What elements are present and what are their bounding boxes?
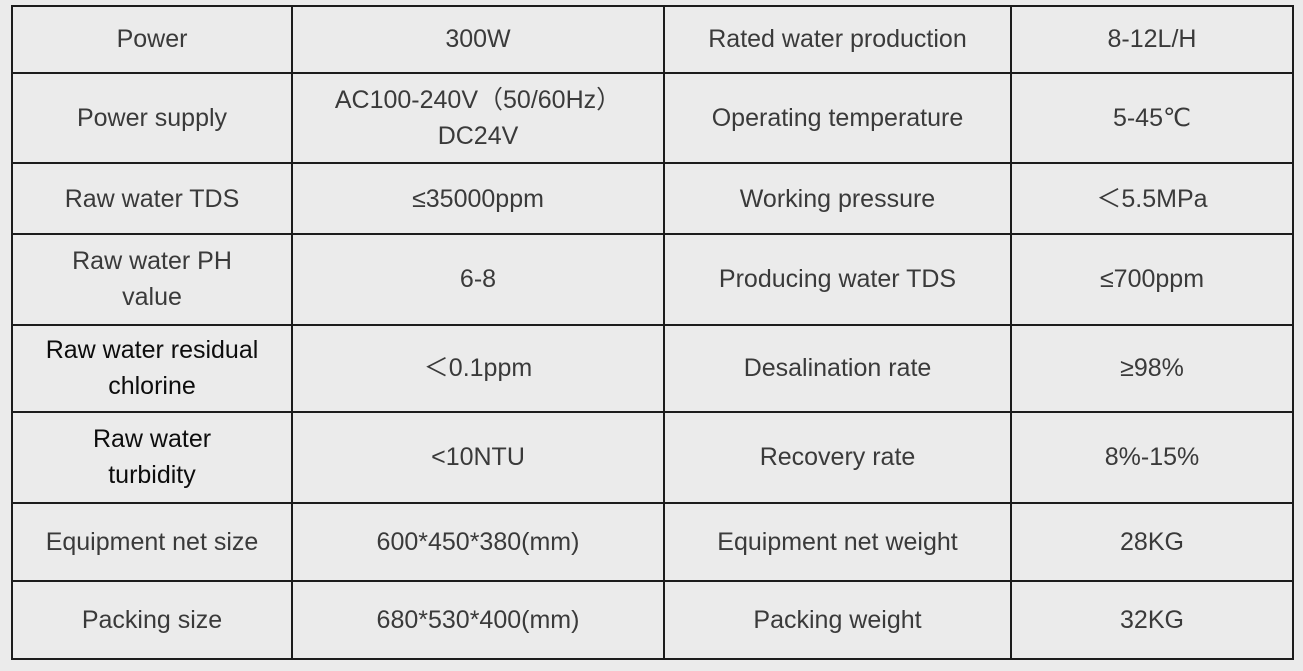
spec-label: Rated water production [663, 5, 1012, 74]
specifications-table: Power 300W Rated water production 8-12L/… [11, 5, 1294, 660]
table-row: Raw water residual chlorine ＜0.1ppm Desa… [11, 323, 1294, 413]
spec-label: Equipment net size [11, 501, 293, 583]
spec-label: Raw water TDS [11, 162, 293, 236]
table-row: Raw water PH value 6-8 Producing water T… [11, 233, 1294, 326]
table-row: Equipment net size 600*450*380(mm) Equip… [11, 501, 1294, 583]
spec-value: 5-45℃ [1010, 71, 1294, 165]
spec-label: Equipment net weight [663, 501, 1012, 583]
spec-value: <10NTU [291, 410, 665, 504]
spec-label: Working pressure [663, 162, 1012, 236]
spec-value: ≤35000ppm [291, 162, 665, 236]
table-row: Packing size 680*530*400(mm) Packing wei… [11, 580, 1294, 660]
spec-label: Packing weight [663, 580, 1012, 660]
spec-label: Desalination rate [663, 323, 1012, 413]
spec-value: 680*530*400(mm) [291, 580, 665, 660]
spec-label: Raw water PH value [11, 233, 293, 326]
spec-label: Raw water turbidity [11, 410, 293, 504]
spec-value: 8%-15% [1010, 410, 1294, 504]
spec-label: Producing water TDS [663, 233, 1012, 326]
spec-value: 6-8 [291, 233, 665, 326]
table-row: Raw water turbidity <10NTU Recovery rate… [11, 410, 1294, 504]
spec-label: Operating temperature [663, 71, 1012, 165]
spec-label: Packing size [11, 580, 293, 660]
spec-label: Raw water residual chlorine [11, 323, 293, 413]
spec-value: ＜0.1ppm [291, 323, 665, 413]
spec-value: 28KG [1010, 501, 1294, 583]
spec-label: Power supply [11, 71, 293, 165]
spec-label: Power [11, 5, 293, 74]
spec-value: 8-12L/H [1010, 5, 1294, 74]
spec-value: ≤700ppm [1010, 233, 1294, 326]
spec-value: ＜5.5MPa [1010, 162, 1294, 236]
spec-value: 600*450*380(mm) [291, 501, 665, 583]
table-row: Power 300W Rated water production 8-12L/… [11, 5, 1294, 74]
table-row: Power supply AC100-240V（50/60Hz） DC24V O… [11, 71, 1294, 165]
spec-label: Recovery rate [663, 410, 1012, 504]
spec-value: 300W [291, 5, 665, 74]
spec-value: ≥98% [1010, 323, 1294, 413]
spec-value: 32KG [1010, 580, 1294, 660]
spec-value: AC100-240V（50/60Hz） DC24V [291, 71, 665, 165]
table-row: Raw water TDS ≤35000ppm Working pressure… [11, 162, 1294, 236]
